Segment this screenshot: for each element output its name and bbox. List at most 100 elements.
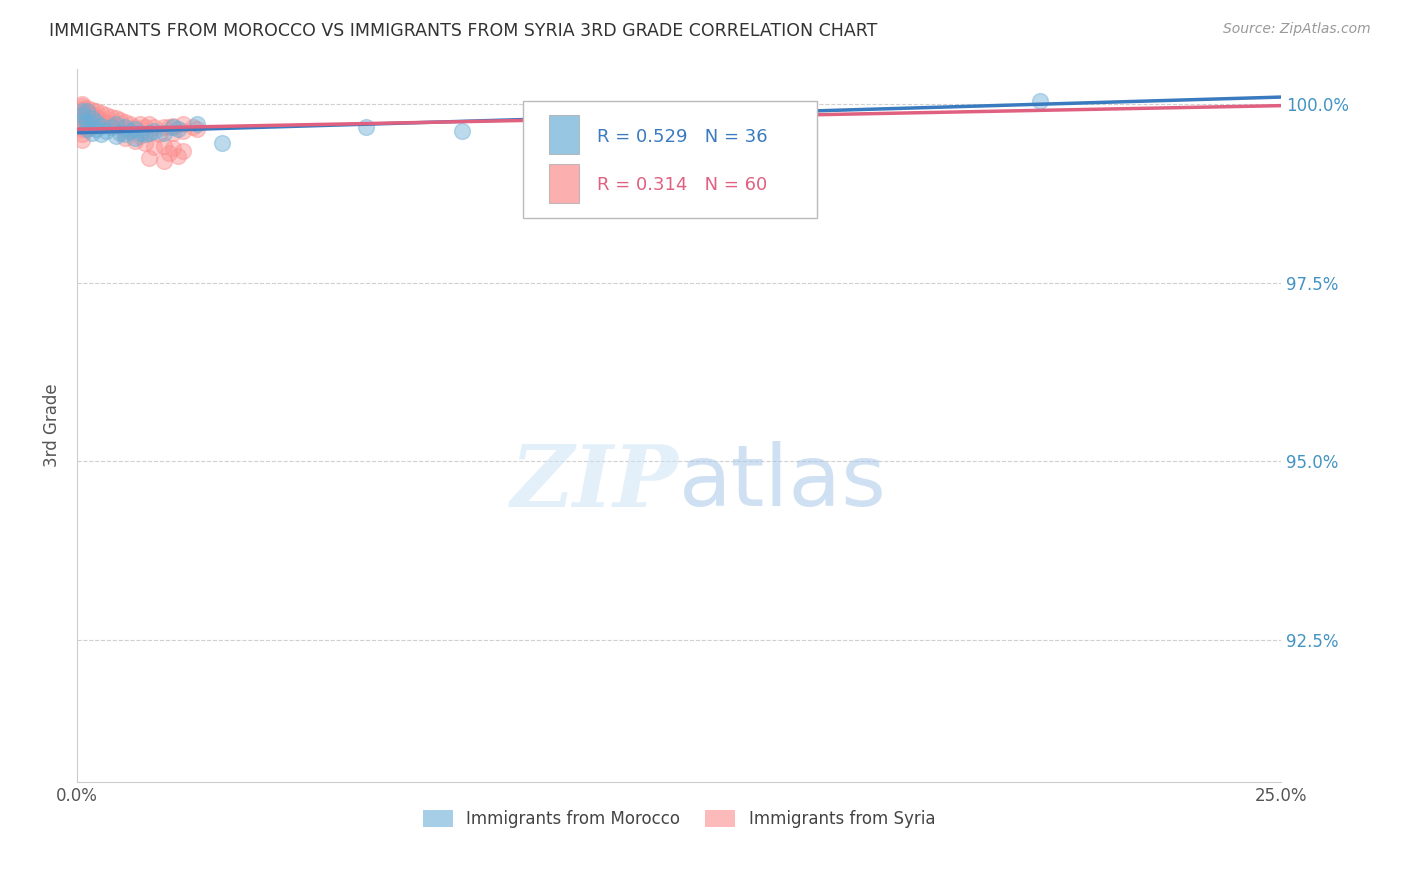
Point	[76, 117, 98, 131]
Point	[152, 126, 174, 140]
Point	[94, 108, 117, 122]
Point	[90, 127, 112, 141]
Point	[80, 126, 103, 140]
Point	[70, 108, 93, 122]
Point	[80, 115, 103, 129]
Point	[120, 123, 142, 137]
Point	[86, 115, 108, 129]
Point	[80, 103, 103, 117]
Point	[70, 119, 93, 133]
Point	[100, 110, 122, 124]
Point	[128, 126, 150, 140]
Point	[70, 133, 93, 147]
Point	[70, 97, 93, 112]
Point	[76, 104, 98, 119]
Point	[80, 112, 103, 126]
Point	[134, 136, 156, 151]
Point	[114, 131, 136, 145]
Point	[70, 112, 93, 127]
Point	[80, 117, 103, 131]
Point	[148, 127, 170, 141]
Point	[162, 126, 184, 140]
Text: atlas: atlas	[679, 441, 887, 524]
Point	[76, 112, 98, 126]
Point	[124, 131, 146, 145]
Point	[114, 115, 136, 129]
Point	[124, 134, 146, 148]
Point	[110, 112, 132, 127]
Point	[76, 105, 98, 120]
Point	[70, 102, 93, 116]
Point	[186, 122, 208, 136]
Point	[181, 120, 204, 134]
Text: R = 0.314   N = 60: R = 0.314 N = 60	[598, 177, 768, 194]
Point	[162, 119, 184, 133]
Point	[124, 120, 146, 134]
Point	[152, 120, 174, 134]
Point	[76, 122, 98, 136]
Point	[152, 138, 174, 153]
Point	[172, 144, 194, 158]
Point	[167, 148, 190, 162]
Point	[76, 122, 98, 136]
Point	[138, 126, 160, 140]
Point	[124, 122, 146, 136]
Point	[104, 112, 127, 126]
Text: IMMIGRANTS FROM MOROCCO VS IMMIGRANTS FROM SYRIA 3RD GRADE CORRELATION CHART: IMMIGRANTS FROM MOROCCO VS IMMIGRANTS FR…	[49, 22, 877, 40]
Point	[128, 117, 150, 131]
Point	[143, 123, 166, 137]
Point	[172, 117, 194, 131]
Point	[120, 117, 142, 131]
Point	[128, 129, 150, 144]
Point	[211, 136, 233, 151]
Point	[70, 115, 93, 129]
Point	[104, 129, 127, 144]
Point	[100, 120, 122, 134]
Point	[162, 141, 184, 155]
FancyBboxPatch shape	[548, 164, 579, 203]
Point	[90, 105, 112, 120]
Text: R = 0.529   N = 36: R = 0.529 N = 36	[598, 128, 768, 145]
Point	[157, 120, 180, 134]
Point	[70, 98, 93, 112]
Point	[143, 140, 166, 154]
Point	[80, 120, 103, 134]
Point	[644, 117, 666, 131]
Point	[162, 120, 184, 134]
Point	[152, 154, 174, 169]
Point	[451, 124, 474, 138]
Point	[138, 117, 160, 131]
Point	[104, 119, 127, 133]
Text: ZIP: ZIP	[512, 441, 679, 524]
Point	[114, 127, 136, 141]
Point	[70, 104, 93, 119]
Point	[157, 145, 180, 160]
Point	[70, 122, 93, 136]
Point	[94, 115, 117, 129]
Point	[76, 101, 98, 115]
Point	[104, 117, 127, 131]
Y-axis label: 3rd Grade: 3rd Grade	[44, 384, 60, 467]
Point	[143, 120, 166, 134]
Point	[138, 126, 160, 140]
Point	[86, 122, 108, 136]
Text: Source: ZipAtlas.com: Source: ZipAtlas.com	[1223, 22, 1371, 37]
Point	[86, 110, 108, 124]
Point	[70, 127, 93, 141]
Point	[138, 151, 160, 165]
Point	[172, 124, 194, 138]
Point	[70, 108, 93, 122]
Point	[76, 115, 98, 129]
Point	[114, 120, 136, 134]
Point	[1029, 94, 1052, 108]
FancyBboxPatch shape	[523, 101, 817, 219]
Point	[354, 120, 377, 134]
Legend: Immigrants from Morocco, Immigrants from Syria: Immigrants from Morocco, Immigrants from…	[416, 803, 942, 835]
Point	[100, 117, 122, 131]
Point	[90, 119, 112, 133]
Point	[94, 124, 117, 138]
Point	[110, 126, 132, 140]
Point	[80, 108, 103, 122]
Point	[167, 122, 190, 136]
Point	[134, 127, 156, 141]
